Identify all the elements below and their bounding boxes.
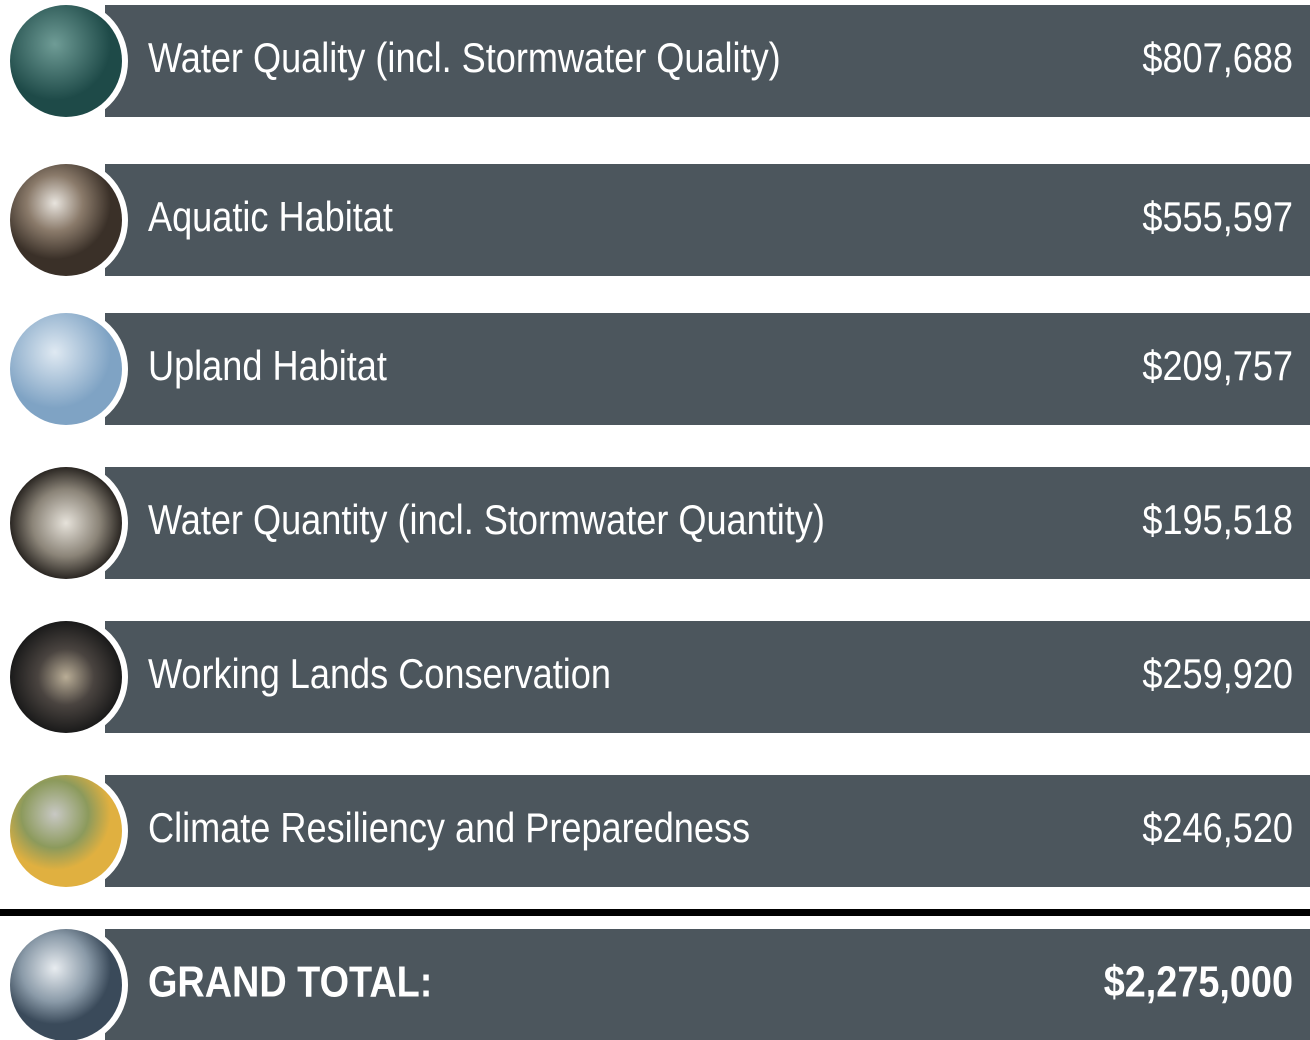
row-bar bbox=[105, 775, 1310, 887]
row-amount: $195,518 bbox=[1142, 498, 1293, 544]
row-label: GRAND TOTAL: bbox=[148, 957, 432, 1006]
icon bbox=[10, 313, 122, 425]
row-bar bbox=[105, 621, 1310, 733]
row-label: Water Quality (incl. Stormwater Quality) bbox=[148, 36, 781, 82]
row-bar bbox=[105, 929, 1310, 1040]
icon bbox=[10, 621, 122, 733]
row-amount: $209,757 bbox=[1142, 344, 1293, 390]
icon bbox=[10, 929, 122, 1040]
row: Upland Habitat $209,757 bbox=[4, 307, 1310, 431]
row-bar bbox=[105, 5, 1310, 117]
row: Aquatic Habitat $555,597 bbox=[4, 158, 1310, 282]
row-amount: $259,920 bbox=[1142, 652, 1293, 698]
divider bbox=[0, 909, 1310, 916]
row: Water Quantity (incl. Stormwater Quantit… bbox=[4, 461, 1310, 585]
row-amount: $246,520 bbox=[1142, 806, 1293, 852]
row-label: Climate Resiliency and Preparedness bbox=[148, 806, 750, 852]
row-label: Aquatic Habitat bbox=[148, 195, 393, 241]
row: Climate Resiliency and Preparedness $246,… bbox=[4, 769, 1310, 893]
row-label: Water Quantity (incl. Stormwater Quantit… bbox=[148, 498, 825, 544]
row-label: Upland Habitat bbox=[148, 344, 387, 390]
row: GRAND TOTAL: $2,275,000 bbox=[4, 923, 1310, 1040]
icon bbox=[10, 467, 122, 579]
icon bbox=[10, 164, 122, 276]
row-amount: $555,597 bbox=[1142, 195, 1293, 241]
row-amount: $807,688 bbox=[1142, 36, 1293, 82]
row-amount: $2,275,000 bbox=[1104, 957, 1293, 1006]
row-bar bbox=[105, 467, 1310, 579]
icon bbox=[10, 5, 122, 117]
row-bar bbox=[105, 164, 1310, 276]
row: Water Quality (incl. Stormwater Quality)… bbox=[4, 0, 1310, 123]
row-label: Working Lands Conservation bbox=[148, 652, 611, 698]
icon bbox=[10, 775, 122, 887]
row: Working Lands Conservation $259,920 bbox=[4, 615, 1310, 739]
row-bar bbox=[105, 313, 1310, 425]
